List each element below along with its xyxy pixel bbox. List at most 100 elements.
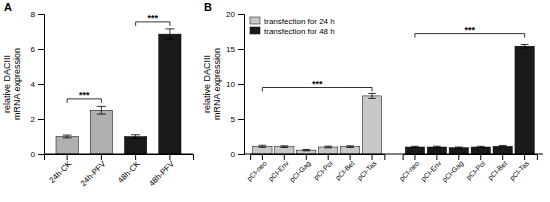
y-tick: 10	[226, 80, 244, 89]
y-tick-label: 2	[31, 115, 36, 124]
error-bar-cap	[324, 146, 332, 147]
y-tick-label: 0	[231, 150, 236, 159]
error-bar-cap	[477, 146, 485, 147]
y-tick-label: 8	[31, 10, 36, 19]
error-bar-cap	[433, 147, 441, 148]
bar	[319, 147, 338, 154]
error-bar-cap	[302, 149, 310, 150]
x-tick: pCI-Gag	[288, 154, 312, 184]
y-axis-label-line: relative DACIII	[2, 55, 12, 113]
panel: pCI-neopCI-EnvpCI-GagpCI-PolpCI-BetpCI-T…	[202, 1, 543, 184]
y-axis-label-line: mRNA expression	[212, 48, 222, 120]
bar	[90, 110, 112, 154]
legend-label: transfection for 24 h	[264, 17, 335, 26]
x-tick-label: pCI-Pol	[312, 159, 334, 181]
legend-swatch	[250, 17, 260, 24]
bar	[253, 146, 272, 154]
x-baseline	[244, 154, 543, 155]
y-tick: 5	[231, 115, 244, 124]
error-bar	[97, 106, 106, 114]
y-tick-label: 0	[31, 150, 36, 159]
error-bar-cap	[131, 134, 140, 135]
error-bar-cap	[63, 137, 72, 138]
y-tick: 15	[226, 45, 244, 54]
error-bar-cap	[259, 145, 267, 146]
x-tick-label: 24h-PFV	[79, 159, 108, 188]
error-bar-cap	[499, 145, 507, 146]
y-tick: 4	[31, 80, 44, 89]
bar	[427, 147, 446, 154]
error-bar-cap	[411, 147, 419, 148]
error-bar-cap	[368, 98, 376, 99]
error-bar-stem	[101, 106, 102, 114]
x-axis: pCI-neopCI-EnvpCI-GagpCI-PolpCI-BetpCI-T…	[245, 154, 384, 184]
x-tick: 48h-CK	[116, 154, 142, 185]
x-axis-line	[251, 155, 385, 161]
bar	[297, 150, 316, 154]
y-tick: 20	[226, 10, 244, 19]
y-tick-mark	[238, 49, 244, 50]
y-axis: 02468	[31, 10, 45, 159]
x-tick: pCI-Tas	[356, 154, 379, 182]
marks	[253, 44, 535, 154]
bar	[159, 34, 181, 154]
error-bar-cap	[455, 148, 463, 149]
error-bar	[411, 146, 419, 147]
x-tick-label: 48h-PFV	[147, 159, 176, 188]
error-bar-cap	[411, 146, 419, 147]
error-bar-cap	[131, 138, 140, 139]
significance-label: ***	[147, 13, 158, 23]
y-axis-label-line: relative DACIII	[202, 55, 212, 113]
error-bar	[368, 93, 376, 98]
error-bar-cap	[259, 147, 267, 148]
panel: 24h-CK24h-PFV48h-CK48h-PFV02468relative …	[2, 1, 194, 188]
y-tick-label: 10	[226, 80, 235, 89]
x-tick-label: pCI-Env	[420, 159, 444, 183]
x-tick: pCI-Pol	[465, 154, 487, 182]
x-tick: pCI-neo	[398, 154, 421, 183]
bar	[275, 147, 294, 154]
significance-label: ***	[465, 25, 476, 35]
y-tick-mark	[38, 154, 44, 155]
error-bar	[280, 146, 288, 148]
bar	[340, 147, 359, 154]
error-bar-cap	[63, 135, 72, 136]
chart: 24h-CK24h-PFV48h-CK48h-PFV02468relative …	[0, 0, 550, 202]
error-bar-cap	[499, 147, 507, 148]
legend-label: transfection for 48 h	[264, 27, 335, 36]
x-tick-label: pCI-neo	[398, 160, 421, 183]
error-bar	[259, 145, 267, 147]
y-axis-label: relative DACIIImRNA expression	[2, 48, 22, 120]
x-axis-line	[45, 155, 194, 161]
bar	[56, 137, 78, 155]
x-tick-mark	[67, 154, 68, 160]
error-bar-stem	[524, 44, 525, 48]
error-bar-cap	[165, 28, 174, 29]
x-axis: 24h-CK24h-PFV48h-CK48h-PFV	[45, 154, 194, 188]
error-bar-cap	[324, 147, 332, 148]
y-tick: 8	[31, 10, 44, 19]
x-tick: pCI-Bet	[487, 154, 509, 182]
bar	[493, 146, 512, 154]
bar	[515, 46, 534, 154]
y-tick-mark	[38, 119, 44, 120]
y-tick: 0	[231, 150, 244, 159]
error-bar	[324, 146, 332, 148]
significance-label: ***	[79, 90, 90, 100]
error-bar	[302, 149, 310, 150]
x-baseline	[44, 154, 193, 155]
error-bar-stem	[67, 135, 68, 138]
title: A	[4, 1, 12, 13]
error-bar-cap	[521, 44, 529, 45]
x-tick-label: pCI-Bet	[487, 160, 509, 182]
bar	[405, 147, 424, 154]
x-axis: pCI-neopCI-EnvpCI-GagpCI-PolpCI-BetpCI-T…	[398, 154, 537, 184]
title: B	[204, 1, 212, 13]
error-bar	[499, 145, 507, 147]
error-bar-cap	[521, 47, 529, 48]
y-tick-mark	[38, 14, 44, 15]
x-tick: pCI-Bet	[334, 154, 356, 182]
marks	[56, 29, 181, 154]
y-tick-label: 20	[226, 10, 235, 19]
legend: transfection for 24 htransfection for 48…	[250, 17, 335, 36]
